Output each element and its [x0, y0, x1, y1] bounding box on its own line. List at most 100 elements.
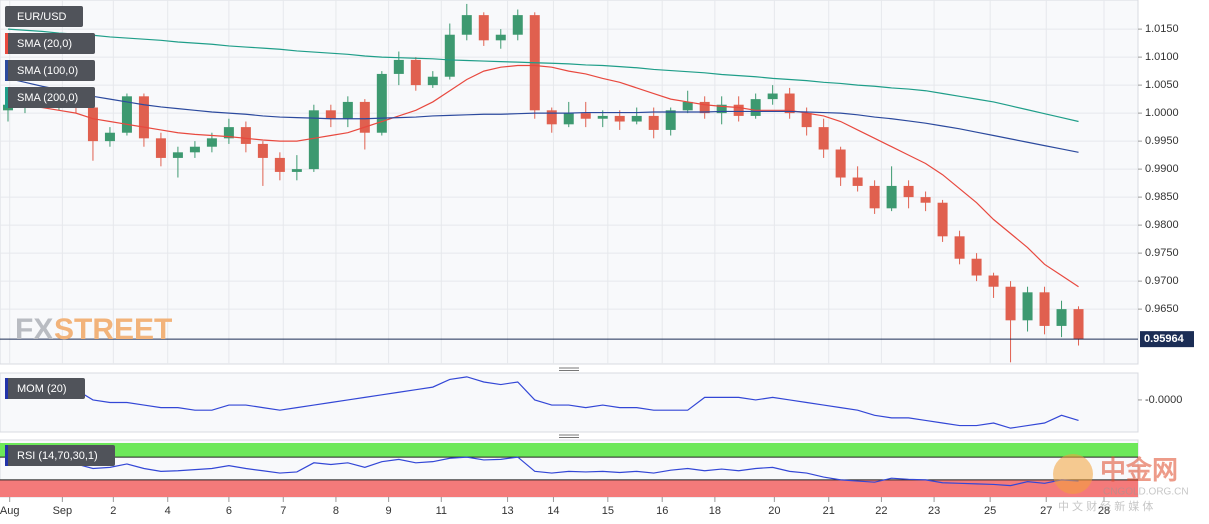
legend-box: [5, 33, 95, 54]
x-tick-label: 9: [386, 505, 392, 517]
y-tick-label: 0.9700: [1145, 275, 1179, 287]
candle-body: [1005, 286, 1016, 321]
last-price-box: [1140, 331, 1194, 348]
candle-body: [954, 236, 965, 259]
oversold-zone: [0, 479, 1138, 497]
candle-body: [716, 104, 727, 114]
x-tick-label: 2: [110, 505, 116, 517]
watermark-name: 中金网: [1100, 455, 1178, 485]
candle-body: [733, 104, 744, 116]
candle-body: [223, 127, 234, 139]
candle-body: [682, 101, 693, 111]
indicator-line: [7, 376, 1079, 429]
candle-body: [512, 15, 523, 35]
x-tick-label: 8: [333, 505, 339, 517]
logo: FX: [15, 313, 53, 346]
candle-body: [886, 185, 897, 209]
overbought-zone: [0, 443, 1138, 458]
y-tick-label: 1.0000: [1145, 107, 1179, 119]
candle-body: [444, 34, 455, 77]
candle-body: [648, 115, 659, 130]
legend-label: MOM (20): [17, 383, 67, 395]
candle-body: [665, 110, 676, 130]
candle-body: [240, 127, 251, 144]
candle-body: [920, 197, 931, 203]
x-tick-label: 25: [984, 505, 996, 517]
candle-body: [342, 101, 353, 119]
last-price-label: 0.95964: [1144, 333, 1185, 345]
x-tick-label: 21: [823, 505, 835, 517]
candle-body: [427, 76, 438, 86]
candle-body: [903, 185, 914, 198]
legend-box: [5, 87, 95, 108]
x-tick-label: 4: [165, 505, 171, 517]
x-tick-label: 11: [436, 505, 447, 517]
legend-label: SMA (100,0): [17, 65, 78, 77]
x-tick-label: 15: [602, 505, 614, 517]
candle-body: [614, 115, 625, 122]
candle-body: [988, 275, 999, 287]
candle-body: [308, 110, 319, 170]
candle-body: [155, 138, 166, 158]
x-tick-label: 7: [280, 505, 286, 517]
candle-body: [852, 177, 863, 186]
legend-label: SMA (200,0): [17, 92, 78, 104]
candle-body: [563, 113, 574, 125]
candle-body: [835, 149, 846, 178]
legend-label: SMA (20,0): [17, 38, 72, 50]
candle-body: [376, 73, 387, 133]
candle-body: [274, 157, 285, 172]
legend-swatch: [5, 60, 8, 81]
candle-body: [121, 96, 132, 133]
y-tick-label: 1.0100: [1145, 51, 1179, 63]
x-tick-label: 27: [1040, 505, 1052, 517]
watermark-icon: [1053, 454, 1093, 494]
legend-swatch: [5, 87, 8, 108]
candle-body: [801, 113, 812, 128]
candle-body: [393, 59, 404, 74]
candle-body: [1022, 292, 1033, 321]
y-tick-label: 0.9650: [1145, 303, 1179, 315]
y-tick-label: 0.9950: [1145, 135, 1179, 147]
candle-body: [359, 101, 370, 133]
x-tick-label: 6: [226, 505, 232, 517]
candle-body: [767, 93, 778, 100]
candle-body: [699, 101, 710, 114]
candle-body: [291, 169, 302, 172]
y-tick-label: -0.0000: [1145, 394, 1182, 406]
x-tick-label: 20: [768, 505, 780, 517]
candle-body: [461, 15, 472, 35]
y-tick-label: 1.0150: [1145, 23, 1179, 35]
legend-box: [5, 445, 115, 466]
legend-swatch: [5, 445, 8, 466]
y-tick-label: 0.9900: [1145, 163, 1179, 175]
candle-body: [971, 258, 982, 276]
price-panel: [0, 0, 1139, 365]
mom-panel: [0, 372, 1139, 433]
resize-grip[interactable]: [559, 367, 579, 438]
x-tick-label: 14: [547, 505, 559, 517]
y-tick-label: 1.0050: [1145, 79, 1179, 91]
sma-line: [7, 77, 1079, 153]
candle-body: [410, 59, 421, 86]
candle-body: [818, 127, 829, 150]
candle-body: [87, 107, 98, 142]
candle-body: [172, 152, 183, 158]
candle-body: [580, 113, 591, 119]
legend-label: EUR/USD: [17, 11, 67, 23]
candle-body: [937, 202, 948, 237]
x-tick-label: Aug: [0, 505, 19, 517]
candle-body: [478, 15, 489, 41]
candle-body: [1073, 309, 1084, 340]
indicator-line: [7, 456, 1079, 487]
sma-line: [7, 28, 1079, 123]
x-tick-label: 16: [656, 505, 668, 517]
x-tick-label: 18: [709, 505, 721, 517]
candle-body: [750, 99, 761, 116]
legend-swatch: [5, 378, 8, 399]
candle-body: [1056, 309, 1067, 326]
x-tick-label: Sep: [53, 505, 73, 517]
candle-body: [631, 115, 642, 122]
candle-body: [138, 96, 149, 139]
